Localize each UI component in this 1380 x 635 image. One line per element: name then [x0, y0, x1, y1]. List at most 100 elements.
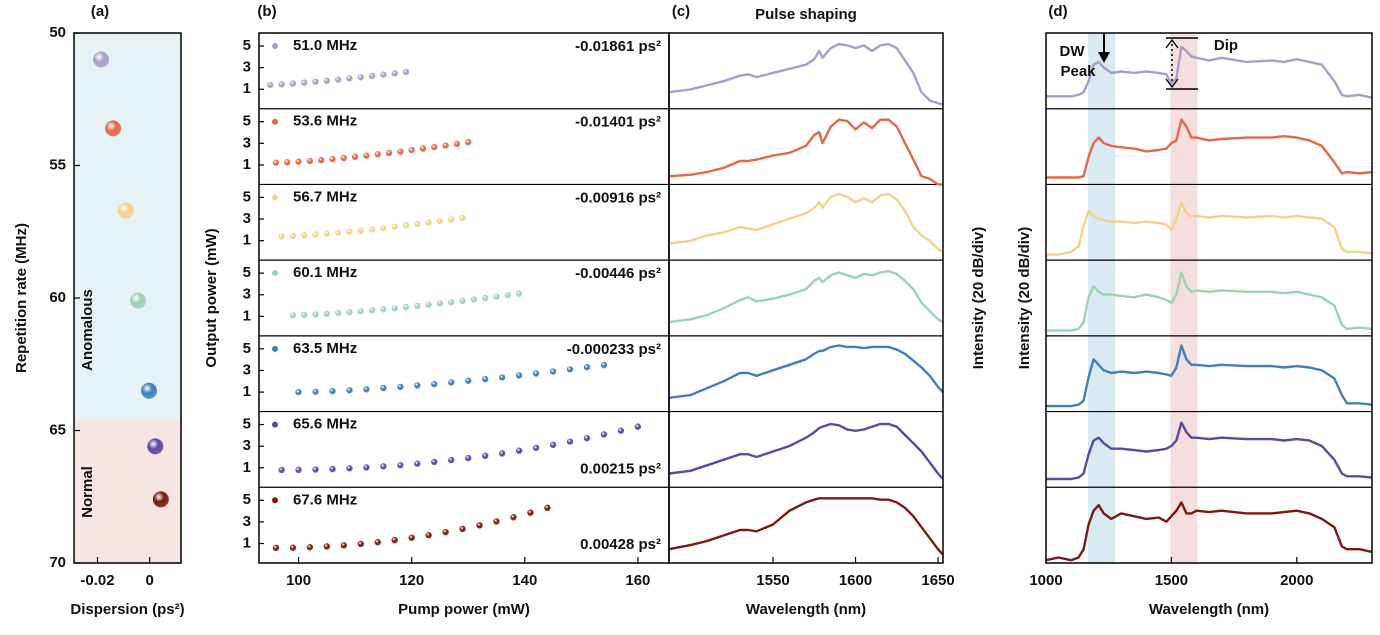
point — [289, 544, 297, 551]
y-tick-label: 1 — [243, 156, 251, 173]
y-tick-label: 70 — [49, 554, 66, 571]
point — [510, 514, 517, 521]
plot-frame — [73, 32, 182, 564]
point — [476, 522, 483, 529]
panel-label: (b) — [257, 3, 276, 20]
y-tick-label: 3 — [243, 134, 251, 151]
spectrum — [668, 270, 944, 324]
y-tick-label: 5 — [243, 37, 251, 54]
legend-marker — [272, 194, 278, 201]
y-tick-label: 5 — [243, 113, 251, 130]
point — [448, 299, 455, 306]
spectrum — [1046, 421, 1373, 481]
y-tick-label: 3 — [243, 513, 251, 530]
point — [323, 230, 331, 237]
point — [634, 423, 642, 430]
point — [312, 231, 319, 238]
point — [470, 296, 478, 303]
point — [117, 202, 134, 219]
point — [272, 159, 280, 166]
y-tick-label: 3 — [243, 210, 251, 227]
point — [583, 434, 591, 442]
point — [334, 229, 342, 236]
x-tick-label: 160 — [625, 572, 650, 589]
y-tick-label: 3 — [243, 286, 251, 303]
point — [414, 302, 421, 310]
x-tick-label: 2000 — [1280, 572, 1313, 589]
point — [351, 153, 359, 161]
x-tick-label: 140 — [512, 572, 537, 589]
band — [1088, 33, 1116, 563]
point — [368, 226, 376, 233]
point — [385, 149, 393, 157]
spectrum — [1045, 501, 1373, 562]
point — [402, 68, 410, 76]
point — [448, 216, 455, 223]
point — [448, 379, 455, 386]
point — [459, 525, 466, 533]
point — [374, 151, 381, 158]
point — [600, 431, 608, 438]
spectrum — [1046, 271, 1373, 332]
point — [465, 454, 472, 462]
point — [600, 361, 608, 369]
point — [425, 219, 432, 226]
spectrum — [1046, 45, 1373, 99]
point — [465, 139, 472, 146]
x-tick-label: 1550 — [756, 572, 789, 589]
point — [414, 382, 421, 389]
point — [419, 145, 427, 152]
region — [74, 419, 181, 563]
dispersion-label: -0.01861 ps² — [575, 38, 661, 55]
spectrum — [1046, 344, 1373, 408]
point — [391, 223, 398, 231]
x-axis-label: Wavelength (nm) — [1149, 601, 1269, 618]
point — [425, 301, 432, 308]
point — [301, 311, 308, 319]
point — [295, 466, 302, 474]
point — [436, 217, 444, 225]
point — [278, 466, 285, 474]
point — [380, 306, 387, 313]
point — [380, 224, 387, 232]
point — [306, 544, 314, 551]
point — [340, 154, 348, 162]
y-tick-label: 55 — [49, 156, 66, 173]
point — [566, 366, 574, 373]
point — [289, 312, 297, 319]
point — [532, 444, 540, 452]
y-tick-label: 1 — [243, 307, 251, 324]
spectrum — [668, 497, 944, 556]
y-tick-label: 1 — [243, 232, 251, 249]
point — [306, 157, 314, 165]
series-name: 53.6 MHz — [293, 113, 357, 130]
point — [278, 81, 285, 88]
y-tick-label: 1 — [243, 80, 251, 97]
x-axis-label: Dispersion (ps²) — [70, 601, 184, 618]
point — [442, 528, 449, 536]
point — [152, 491, 169, 508]
y-axis-label: Intensity (20 dB/div) — [970, 227, 987, 370]
point — [105, 120, 122, 137]
point — [532, 370, 540, 377]
dispersion-label: -0.00446 ps² — [575, 265, 661, 282]
x-axis-label: Wavelength (nm) — [746, 601, 866, 618]
point — [431, 143, 438, 151]
point — [363, 152, 370, 159]
x-tick-label: 0 — [146, 572, 154, 589]
point — [346, 387, 353, 394]
point — [357, 74, 364, 81]
x-tick-label: 1600 — [839, 572, 872, 589]
point — [493, 293, 500, 300]
point — [357, 308, 364, 315]
point — [346, 228, 353, 235]
point — [515, 290, 523, 297]
spectrum — [668, 344, 944, 399]
region-label: Normal — [79, 466, 96, 518]
x-tick-label: 100 — [286, 572, 311, 589]
x-tick-label: 1650 — [921, 572, 954, 589]
point — [374, 539, 381, 546]
panel-label: (a) — [91, 3, 109, 20]
point — [408, 146, 415, 154]
y-tick-label: 5 — [243, 264, 251, 281]
